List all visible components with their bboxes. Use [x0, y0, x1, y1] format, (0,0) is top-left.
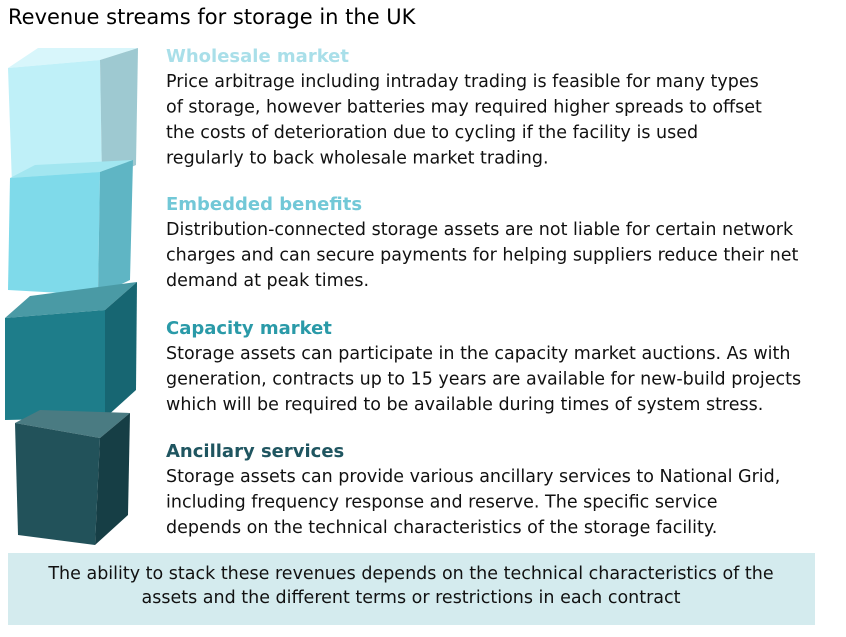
- item-text: regularly to back wholesale market tradi…: [166, 149, 549, 169]
- item-text: Storage assets can provide various ancil…: [166, 467, 780, 487]
- item-text: Distribution-connected storage assets ar…: [166, 220, 794, 240]
- title: Revenue streams for storage in the UK: [8, 5, 417, 29]
- item-text: including frequency response and reserve…: [166, 493, 718, 513]
- item-heading: Ancillary services: [166, 441, 344, 462]
- cube-face: [95, 413, 130, 545]
- item-text: the costs of deterioration due to cyclin…: [166, 123, 698, 143]
- item-text: charges and can secure payments for help…: [166, 246, 799, 266]
- item-text: depends on the technical characteristics…: [166, 518, 717, 538]
- cube-face: [100, 48, 138, 180]
- item-text: which will be required to be available d…: [166, 395, 763, 415]
- item-text: of storage, however batteries may requir…: [166, 98, 762, 118]
- item-text: Price arbitrage including intraday tradi…: [166, 72, 759, 92]
- cube-face: [5, 282, 137, 318]
- item-heading: Capacity market: [166, 318, 332, 339]
- cube-face: [15, 410, 130, 438]
- footer-text: assets and the different terms or restri…: [141, 588, 680, 608]
- cube-stack: [5, 48, 138, 545]
- footer-text: The ability to stack these revenues depe…: [47, 564, 773, 584]
- cube-face: [8, 60, 102, 185]
- item-text: demand at peak times.: [166, 271, 369, 291]
- cube-face: [8, 172, 100, 295]
- cube-face: [98, 160, 133, 295]
- cube-face: [15, 423, 100, 545]
- cube-face: [8, 48, 138, 68]
- cube-face: [105, 282, 137, 418]
- item-text: generation, contracts up to 15 years are…: [166, 370, 801, 390]
- footer-box: [8, 553, 815, 625]
- cube-face: [5, 310, 105, 420]
- item-heading: Wholesale market: [166, 46, 349, 67]
- item-text: Storage assets can participate in the ca…: [166, 344, 790, 364]
- item-heading: Embedded benefits: [166, 194, 362, 215]
- cube-face: [10, 160, 133, 178]
